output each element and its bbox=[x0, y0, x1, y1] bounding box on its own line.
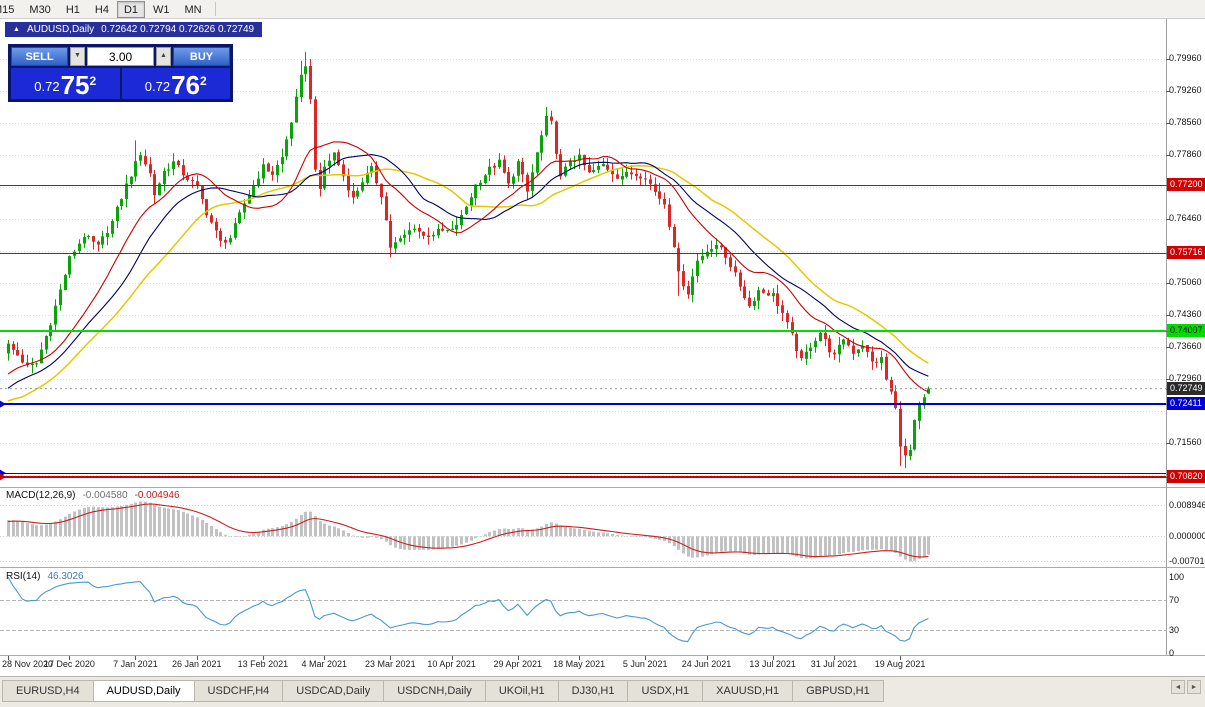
price-axis-badge-0.75716: 0.75716 bbox=[1167, 246, 1205, 259]
macd-axis-label: 0.000000 bbox=[1169, 531, 1205, 542]
price-axis-label: 0.79960 bbox=[1169, 53, 1202, 63]
sell-price-prefix: 0.72 bbox=[34, 79, 60, 94]
price-axis-badge-0.72411: 0.72411 bbox=[1167, 397, 1205, 411]
price-axis-label: 0.71560 bbox=[1169, 437, 1202, 447]
price-axis-label: 0.75060 bbox=[1169, 277, 1202, 287]
timeframe-toolbar: M15 M30 H1 H4 D1 W1 MN bbox=[0, 0, 1205, 19]
price-axis-badge-0.72749: 0.72749 bbox=[1167, 381, 1205, 395]
chart-tab-usdcnh-daily[interactable]: USDCNH,Daily bbox=[384, 680, 486, 702]
chart-tab-dj30-h1[interactable]: DJ30,H1 bbox=[558, 680, 629, 702]
sell-price-big: 75 bbox=[60, 70, 90, 100]
volume-increase-button[interactable]: ▲ bbox=[156, 47, 171, 66]
volume-input[interactable] bbox=[87, 47, 154, 66]
date-axis-label: 18 May 2021 bbox=[553, 659, 606, 669]
rsi-axis-label: 0 bbox=[1169, 648, 1175, 658]
macd-indicator-label: MACD(12,26,9) -0.004580 -0.004946 bbox=[6, 490, 180, 501]
price-axis-label: 0.76460 bbox=[1169, 213, 1202, 223]
rsi-plot bbox=[0, 576, 1166, 643]
macd-axis-label: 0.008946 bbox=[1169, 499, 1205, 510]
date-axis-label: 28 Nov 2020 bbox=[2, 659, 54, 669]
date-axis-label: 19 Aug 2021 bbox=[874, 659, 926, 669]
chart-tab-usdcad-daily[interactable]: USDCAD,Daily bbox=[283, 680, 385, 702]
rsi-indicator-label: RSI(14) 46.3026 bbox=[6, 571, 84, 582]
date-axis-label: 4 Mar 2021 bbox=[301, 659, 347, 669]
date-axis-label: 7 Jan 2021 bbox=[113, 659, 158, 669]
chart-tab-xauusd-h1[interactable]: XAUUSD,H1 bbox=[703, 680, 794, 702]
candles bbox=[7, 51, 930, 469]
rsi-name: RSI(14) bbox=[6, 571, 41, 582]
chart-tab-usdchf-h4[interactable]: USDCHF,H4 bbox=[194, 680, 284, 702]
buy-price-pipette: 2 bbox=[200, 74, 207, 88]
price-axis-badge-0.77200: 0.77200 bbox=[1167, 178, 1205, 192]
buy-price-prefix: 0.72 bbox=[144, 79, 171, 94]
date-axis-label: 26 Jan 2021 bbox=[172, 659, 222, 669]
price-axis-badge-0.74007: 0.74007 bbox=[1167, 324, 1205, 338]
buy-price-big: 76 bbox=[171, 70, 201, 100]
rsi-axis-label: 30 bbox=[1169, 625, 1180, 636]
price-axis-label: 0.72960 bbox=[1169, 373, 1202, 383]
chart-tab-ukoil-h1[interactable]: UKOil,H1 bbox=[485, 680, 559, 702]
moving-averages bbox=[7, 141, 929, 402]
date-axis-label: 17 Dec 2020 bbox=[43, 659, 95, 669]
sell-price-display[interactable]: 0.72 75 2 bbox=[11, 68, 120, 99]
timeframe-button-d1[interactable]: D1 bbox=[116, 0, 145, 18]
buy-button[interactable]: BUY bbox=[173, 47, 230, 66]
price-axis-badge-0.70820: 0.70820 bbox=[1167, 469, 1205, 483]
chart-tab-audusd-daily[interactable]: AUDUSD,Daily bbox=[93, 680, 195, 702]
macd-main-value: -0.004580 bbox=[82, 490, 128, 501]
rsi-axis-label: 100 bbox=[1169, 572, 1185, 582]
horizontal-level-lines bbox=[0, 185, 1166, 481]
one-click-trading-panel: SELL ▼ ▲ BUY 0.72 75 2 0.72 76 2 bbox=[8, 44, 233, 102]
date-axis-label: 5 Jun 2021 bbox=[622, 659, 668, 669]
chart-tab-usdx-h1[interactable]: USDX,H1 bbox=[628, 680, 704, 702]
tab-scroll-right-button[interactable]: ► bbox=[1187, 680, 1201, 694]
toolbar-separator bbox=[214, 2, 216, 16]
rsi-axis-label: 70 bbox=[1169, 594, 1180, 605]
price-axis-label: 0.78560 bbox=[1169, 117, 1202, 127]
date-axis-label: 29 Apr 2021 bbox=[493, 659, 543, 669]
sell-price-pipette: 2 bbox=[89, 74, 97, 88]
macd-name: MACD(12,26,9) bbox=[6, 490, 76, 501]
macd-axis-label: -0.007010 bbox=[1169, 555, 1205, 566]
buy-price-display[interactable]: 0.72 76 2 bbox=[121, 68, 230, 100]
macd-plot bbox=[0, 501, 1166, 562]
timeframe-button-m30[interactable]: M30 bbox=[29, 3, 51, 16]
date-axis-label: 31 Jul 2021 bbox=[810, 659, 858, 669]
chart-tab-gbpusd-h1[interactable]: GBPUSD,H1 bbox=[793, 680, 884, 702]
rsi-panel[interactable] bbox=[0, 568, 1166, 655]
chart-ohlc-values: 0.72642 0.72794 0.72626 0.72749 bbox=[101, 24, 255, 35]
panel-dividers bbox=[0, 19, 1205, 660]
chart-icon: ▲ bbox=[13, 26, 20, 33]
chart-tab-eurusd-h4[interactable]: EURUSD,H4 bbox=[2, 680, 94, 702]
rsi-value: 46.3026 bbox=[47, 571, 84, 582]
date-axis-label: 10 Apr 2021 bbox=[427, 659, 476, 669]
macd-signal-value: -0.004946 bbox=[134, 490, 180, 501]
date-axis-label: 13 Jul 2021 bbox=[749, 659, 796, 669]
timeframe-button-m15[interactable]: M15 bbox=[0, 3, 15, 16]
sell-button[interactable]: SELL bbox=[11, 47, 68, 66]
chart-tab-bar: EURUSD,H4 AUDUSD,Daily USDCHF,H4 USDCAD,Dai… bbox=[0, 676, 1205, 707]
price-axis-label: 0.77860 bbox=[1169, 149, 1202, 159]
date-axis-label: 13 Feb 2021 bbox=[237, 659, 289, 669]
price-axis-label: 0.79260 bbox=[1169, 85, 1202, 95]
timeframe-button-h4[interactable]: H4 bbox=[94, 3, 109, 16]
tab-scroll-buttons: ◄ ► bbox=[1171, 680, 1201, 694]
tab-scroll-left-button[interactable]: ◄ bbox=[1171, 680, 1185, 694]
chart-title-bar[interactable]: ▲ AUDUSD,Daily 0.72642 0.72794 0.72626 0… bbox=[5, 22, 263, 37]
price-axis-label: 0.74360 bbox=[1169, 309, 1202, 319]
date-axis-label: 24 Jun 2021 bbox=[681, 659, 732, 669]
date-axis-label: 23 Mar 2021 bbox=[365, 659, 416, 669]
timeframe-button-w1[interactable]: W1 bbox=[153, 3, 170, 16]
price-axis-label: 0.73660 bbox=[1169, 341, 1202, 351]
chart-symbol-period: AUDUSD,Daily bbox=[26, 24, 95, 35]
timeframe-button-h1[interactable]: H1 bbox=[65, 3, 80, 16]
volume-decrease-button[interactable]: ▼ bbox=[70, 47, 85, 66]
timeframe-button-mn[interactable]: MN bbox=[184, 3, 202, 16]
